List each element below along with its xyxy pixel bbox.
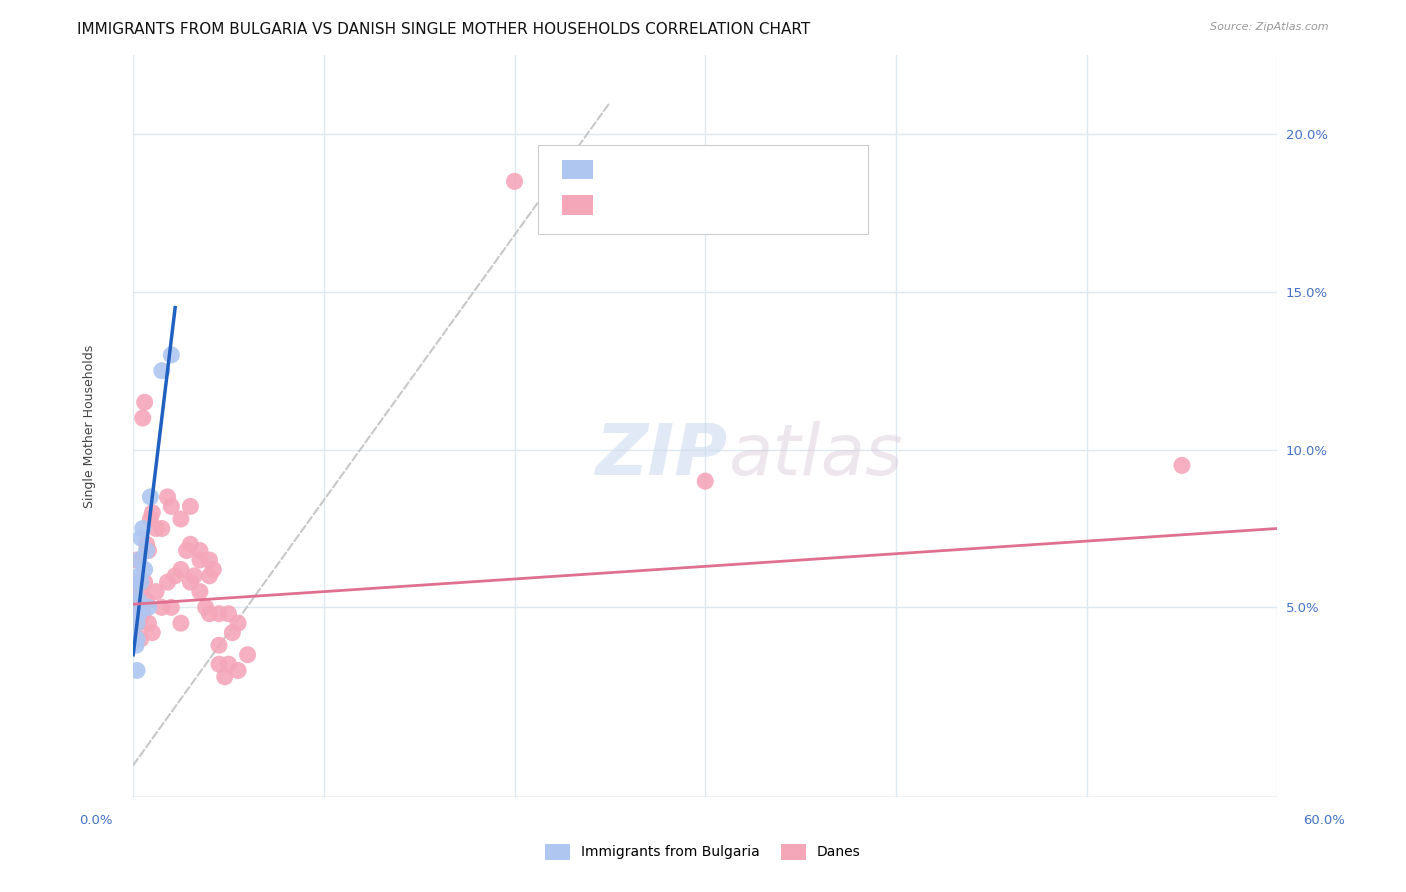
Text: 60.0%: 60.0% — [1303, 814, 1346, 827]
Text: ZIP: ZIP — [596, 421, 728, 490]
Point — [160, 500, 183, 514]
Point — [160, 600, 183, 615]
Point — [134, 562, 156, 576]
Point — [129, 584, 152, 599]
Point — [141, 506, 163, 520]
Point — [198, 553, 221, 567]
Point — [128, 616, 150, 631]
Point — [139, 490, 162, 504]
Text: atlas: atlas — [728, 421, 903, 490]
Point — [150, 521, 173, 535]
Point — [132, 521, 155, 535]
Point — [218, 657, 240, 672]
Point — [208, 657, 231, 672]
Text: R = 0.093   N = 55: R = 0.093 N = 55 — [610, 198, 748, 212]
Point — [132, 411, 155, 425]
Point — [198, 569, 221, 583]
Point — [138, 543, 160, 558]
Point — [150, 364, 173, 378]
Point — [179, 575, 201, 590]
Point — [125, 553, 148, 567]
Point — [125, 632, 148, 646]
Point — [183, 569, 205, 583]
Point — [188, 584, 211, 599]
Point — [134, 395, 156, 409]
Point — [138, 600, 160, 615]
Point — [503, 174, 526, 188]
Legend: Immigrants from Bulgaria, Danes: Immigrants from Bulgaria, Danes — [540, 838, 866, 865]
Point — [218, 607, 240, 621]
Text: R = 0.475   N = 18: R = 0.475 N = 18 — [610, 162, 748, 177]
Point — [221, 625, 243, 640]
Point — [125, 616, 148, 631]
Point — [198, 607, 221, 621]
Point — [125, 638, 148, 652]
Point — [135, 543, 157, 558]
Point — [128, 569, 150, 583]
Point — [132, 607, 155, 621]
Point — [165, 569, 187, 583]
Point — [236, 648, 259, 662]
Point — [226, 616, 249, 631]
Point — [170, 616, 193, 631]
Text: IMMIGRANTS FROM BULGARIA VS DANISH SINGLE MOTHER HOUSEHOLDS CORRELATION CHART: IMMIGRANTS FROM BULGARIA VS DANISH SINGL… — [77, 22, 811, 37]
Point — [139, 512, 162, 526]
Point — [179, 500, 201, 514]
Point — [214, 670, 236, 684]
Point — [150, 600, 173, 615]
Point — [194, 600, 217, 615]
Point — [170, 512, 193, 526]
Point — [129, 632, 152, 646]
Point — [141, 625, 163, 640]
Point — [125, 664, 148, 678]
Text: Single Mother Households: Single Mother Households — [83, 344, 96, 508]
Point — [125, 600, 148, 615]
Point — [208, 638, 231, 652]
Point — [202, 562, 225, 576]
Point — [226, 664, 249, 678]
Point — [129, 575, 152, 590]
Point — [128, 553, 150, 567]
Point — [156, 575, 179, 590]
Point — [695, 474, 717, 488]
Point — [128, 607, 150, 621]
Point — [179, 537, 201, 551]
Point — [135, 594, 157, 608]
Point — [135, 537, 157, 551]
Point — [145, 521, 167, 535]
Point — [208, 607, 231, 621]
Point — [1171, 458, 1194, 473]
Point — [138, 616, 160, 631]
Point — [188, 553, 211, 567]
Point — [176, 543, 198, 558]
Point — [128, 594, 150, 608]
Point — [129, 531, 152, 545]
Point — [124, 584, 146, 599]
Point — [134, 575, 156, 590]
Point — [145, 584, 167, 599]
Point — [188, 543, 211, 558]
Point — [160, 348, 183, 362]
Point — [170, 562, 193, 576]
Text: 0.0%: 0.0% — [79, 814, 112, 827]
Point — [156, 490, 179, 504]
Point — [128, 575, 150, 590]
Text: Source: ZipAtlas.com: Source: ZipAtlas.com — [1211, 22, 1329, 32]
